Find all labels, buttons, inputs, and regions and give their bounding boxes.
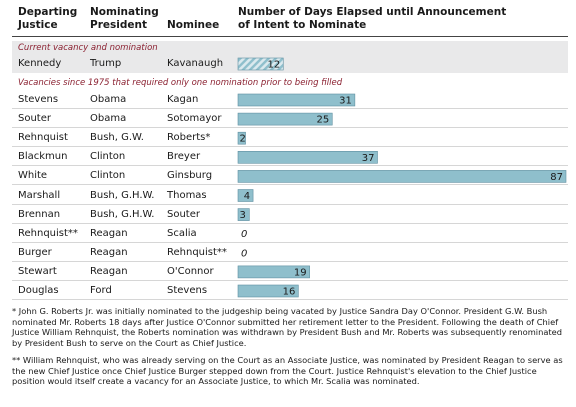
nominee-name: Stevens [167,285,208,296]
header-days-elapsed: Number of Days Elapsed until Announcemen… [238,6,506,31]
nominating-president: Bush, G.H.W. [90,189,155,201]
header-nominating-president: Nominating President [90,6,159,31]
row-divider [12,108,568,109]
table-row: White Clinton Ginsburg [12,166,568,186]
nominating-president: Ford [90,285,112,296]
header-nominee: Nominee [167,19,219,32]
nominee-name: Thomas [167,189,207,201]
header-divider [12,36,568,37]
table-row: Kennedy Trump Kavanaugh [12,54,568,73]
nominating-president: Clinton [90,170,126,182]
nominee-name: Breyer [167,151,201,163]
table-row: Stewart Reagan O'Connor [12,262,568,281]
departing-justice: Stevens [18,94,59,105]
nominating-president: Clinton [90,151,126,163]
header-nominating-line1: Nominating [90,6,159,18]
row-divider [12,279,568,281]
row-divider [12,260,568,262]
row-divider [12,299,568,300]
table-row: Marshall Bush, G.H.W. Thomas [12,186,568,205]
footnote-single: * John G. Roberts Jr. was initially nomi… [12,306,563,348]
departing-justice: Brennan [18,208,61,220]
row-divider [12,165,568,167]
nominee-name: O'Connor [167,265,214,277]
nominating-president: Bush, G.H.W. [90,208,155,220]
table-row: Brennan Bush, G.H.W. Souter [12,205,568,224]
departing-justice: Rehnquist** [18,227,78,239]
nominating-president: Reagan [90,265,128,277]
nominating-president: Reagan [90,246,128,258]
departing-justice: Burger [18,246,52,258]
footnote-double: ** William Rehnquist, who was already se… [12,355,563,387]
nominating-president: Obama [90,113,127,125]
nominee-name: Souter [167,208,200,220]
header-days-line2: of Intent to Nominate [238,18,367,31]
row-divider [12,241,568,243]
nominating-president: Trump [90,58,122,69]
nominee-name: Ginsburg [167,170,213,182]
section-current-label: Current vacancy and nomination [18,43,158,53]
table-row: Stevens Obama Kagan [12,90,568,109]
section-past-label: Vacancies since 1975 that required only … [18,78,343,88]
nominee-name: Kavanaugh [167,58,224,69]
table-row: Souter Obama Sotomayor [12,109,568,129]
nominating-president: Obama [90,94,127,105]
table-row: Blackmun Clinton Breyer [12,147,568,167]
nominee-name: Scalia [167,227,197,239]
departing-justice: Kennedy [18,58,62,69]
departing-justice: White [18,170,48,182]
table-row: Burger Reagan Rehnquist** [12,243,568,262]
row-divider [12,222,568,224]
departing-justice: Marshall [18,189,61,201]
departing-justice: Rehnquist [18,132,68,144]
departing-justice: Blackmun [18,151,68,163]
header-days-line1: Number of Days Elapsed until Announcemen… [238,6,507,18]
departing-justice: Souter [18,113,51,125]
nominee-name: Rehnquist** [167,246,227,258]
departing-justice: Stewart [18,265,57,277]
header-nominee-text: Nominee [167,18,220,31]
table-row: Rehnquist** Reagan Scalia [12,224,568,243]
row-divider [12,127,568,129]
header-nominating-line2: President [90,18,147,31]
nominating-president: Reagan [90,227,128,239]
row-divider [12,184,568,186]
row-divider [12,146,568,148]
nominee-name: Sotomayor [167,113,222,125]
header-departing-line1: Departing [18,6,78,18]
nominee-name: Kagan [167,94,199,105]
table-row: Douglas Ford Stevens [12,281,568,300]
header-departing-line2: Justice [18,18,58,31]
nominee-name: Roberts* [167,132,211,144]
nominating-president: Bush, G.W. [90,132,144,144]
departing-justice: Douglas [18,285,59,296]
header-departing-justice: Departing Justice [18,6,77,31]
table-row: Rehnquist Bush, G.W. Roberts* [12,128,568,148]
row-divider [12,203,568,205]
